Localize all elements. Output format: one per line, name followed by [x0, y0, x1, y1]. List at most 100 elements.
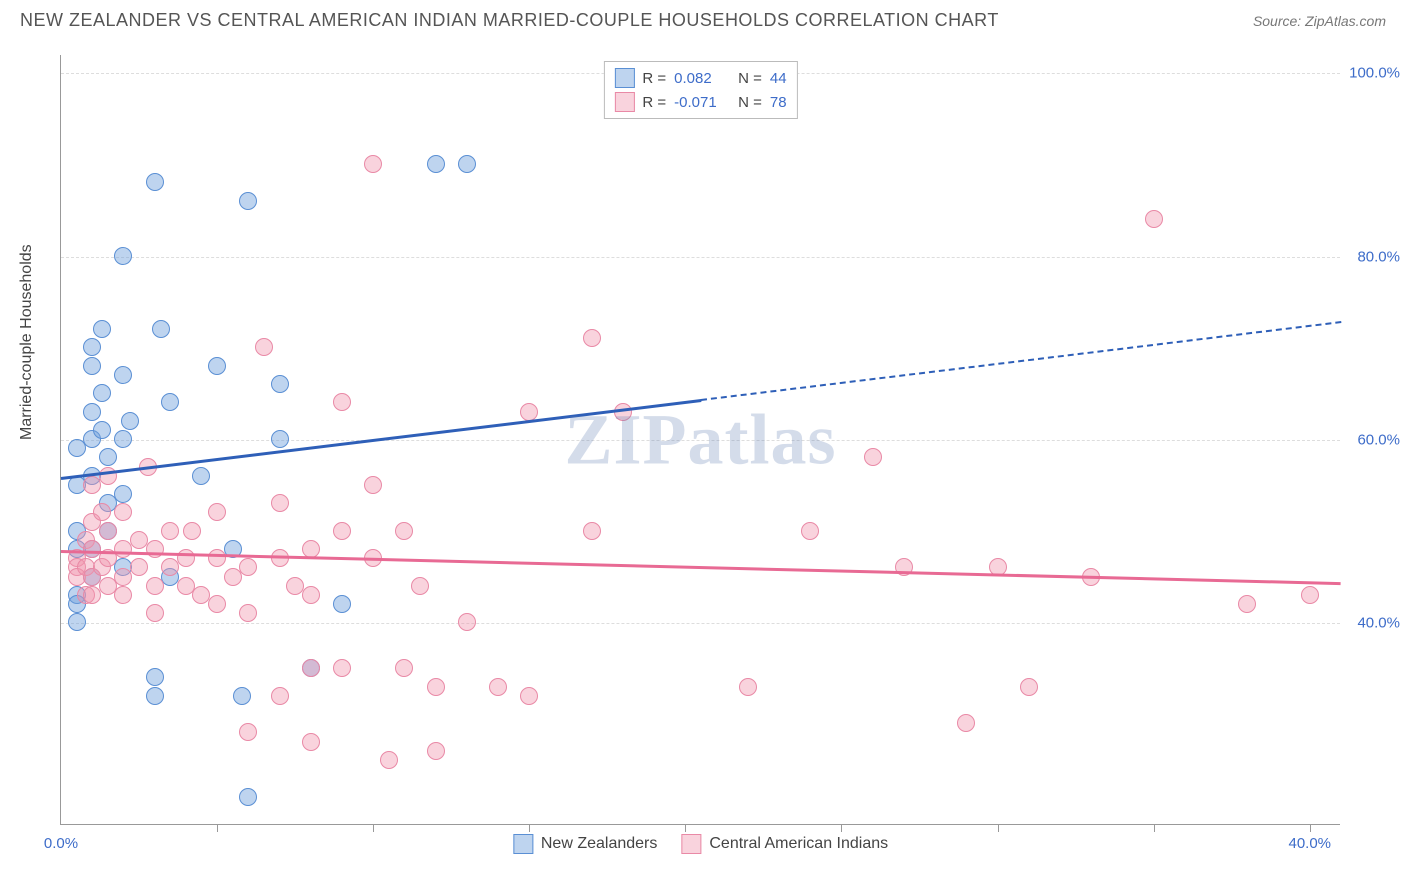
data-point	[68, 613, 86, 631]
x-tick	[841, 824, 842, 832]
data-point	[1020, 678, 1038, 696]
legend-n-label: N =	[738, 70, 762, 87]
data-point	[520, 403, 538, 421]
data-point	[183, 522, 201, 540]
data-point	[302, 733, 320, 751]
x-tick-label: 0.0%	[44, 835, 78, 852]
data-point	[114, 366, 132, 384]
data-point	[114, 247, 132, 265]
data-point	[271, 375, 289, 393]
data-point	[271, 494, 289, 512]
data-point	[114, 586, 132, 604]
data-point	[208, 595, 226, 613]
data-point	[99, 448, 117, 466]
data-point	[957, 714, 975, 732]
data-point	[458, 613, 476, 631]
data-point	[239, 558, 257, 576]
data-point	[177, 549, 195, 567]
data-point	[395, 522, 413, 540]
data-point	[1238, 595, 1256, 613]
x-tick	[217, 824, 218, 832]
legend-r-label: R =	[642, 70, 666, 87]
data-point	[239, 788, 257, 806]
data-point	[146, 577, 164, 595]
data-point	[152, 320, 170, 338]
data-point	[93, 320, 111, 338]
data-point	[427, 155, 445, 173]
data-point	[1301, 586, 1319, 604]
data-point	[130, 558, 148, 576]
chart-plot-area: ZIPatlas R = 0.082N = 44R = -0.071N = 78…	[60, 55, 1340, 825]
data-point	[271, 430, 289, 448]
data-point	[146, 173, 164, 191]
gridline	[61, 623, 1340, 624]
data-point	[208, 549, 226, 567]
data-point	[114, 503, 132, 521]
legend-series: New Zealanders Central American Indians	[513, 834, 888, 854]
x-tick	[998, 824, 999, 832]
trend-line-dashed	[701, 321, 1341, 401]
legend-series-label: Central American Indians	[709, 835, 888, 853]
legend-n-value: 78	[770, 94, 787, 111]
data-point	[333, 393, 351, 411]
data-point	[520, 687, 538, 705]
data-point	[255, 338, 273, 356]
legend-swatch	[614, 68, 634, 88]
x-tick	[685, 824, 686, 832]
data-point	[192, 467, 210, 485]
data-point	[208, 503, 226, 521]
data-point	[411, 577, 429, 595]
gridline	[61, 257, 1340, 258]
data-point	[161, 393, 179, 411]
data-point	[146, 687, 164, 705]
y-tick-label: 60.0%	[1357, 432, 1400, 449]
legend-n-value: 44	[770, 70, 787, 87]
data-point	[427, 678, 445, 696]
data-point	[83, 403, 101, 421]
legend-n-label: N =	[738, 94, 762, 111]
legend-swatch	[681, 834, 701, 854]
data-point	[271, 687, 289, 705]
x-tick	[529, 824, 530, 832]
x-tick	[1154, 824, 1155, 832]
gridline	[61, 440, 1340, 441]
data-point	[380, 751, 398, 769]
y-tick-label: 100.0%	[1349, 65, 1400, 82]
legend-r-value: -0.071	[674, 94, 730, 111]
legend-series-item: New Zealanders	[513, 834, 658, 854]
data-point	[801, 522, 819, 540]
data-point	[864, 448, 882, 466]
data-point	[161, 522, 179, 540]
legend-correlation-box: R = 0.082 N = 44 R = -0.071 N = 78	[603, 61, 797, 119]
data-point	[114, 485, 132, 503]
legend-r-label: R =	[642, 94, 666, 111]
chart-title: NEW ZEALANDER VS CENTRAL AMERICAN INDIAN…	[20, 10, 999, 31]
y-tick-label: 80.0%	[1357, 248, 1400, 265]
data-point	[239, 192, 257, 210]
data-point	[233, 687, 251, 705]
source-name: ZipAtlas.com	[1305, 13, 1386, 29]
source-prefix: Source:	[1253, 13, 1305, 29]
legend-swatch	[614, 92, 634, 112]
source-link[interactable]: Source: ZipAtlas.com	[1253, 13, 1386, 29]
legend-swatch	[513, 834, 533, 854]
data-point	[364, 476, 382, 494]
data-point	[333, 522, 351, 540]
data-point	[739, 678, 757, 696]
x-tick	[373, 824, 374, 832]
data-point	[93, 421, 111, 439]
data-point	[146, 668, 164, 686]
data-point	[583, 329, 601, 347]
data-point	[458, 155, 476, 173]
data-point	[489, 678, 507, 696]
data-point	[1145, 210, 1163, 228]
data-point	[395, 659, 413, 677]
data-point	[93, 503, 111, 521]
legend-stat-row: R = 0.082 N = 44	[614, 66, 786, 90]
data-point	[333, 659, 351, 677]
data-point	[83, 338, 101, 356]
x-tick-label: 40.0%	[1288, 835, 1331, 852]
data-point	[302, 659, 320, 677]
legend-r-value: 0.082	[674, 70, 730, 87]
y-tick-label: 40.0%	[1357, 615, 1400, 632]
